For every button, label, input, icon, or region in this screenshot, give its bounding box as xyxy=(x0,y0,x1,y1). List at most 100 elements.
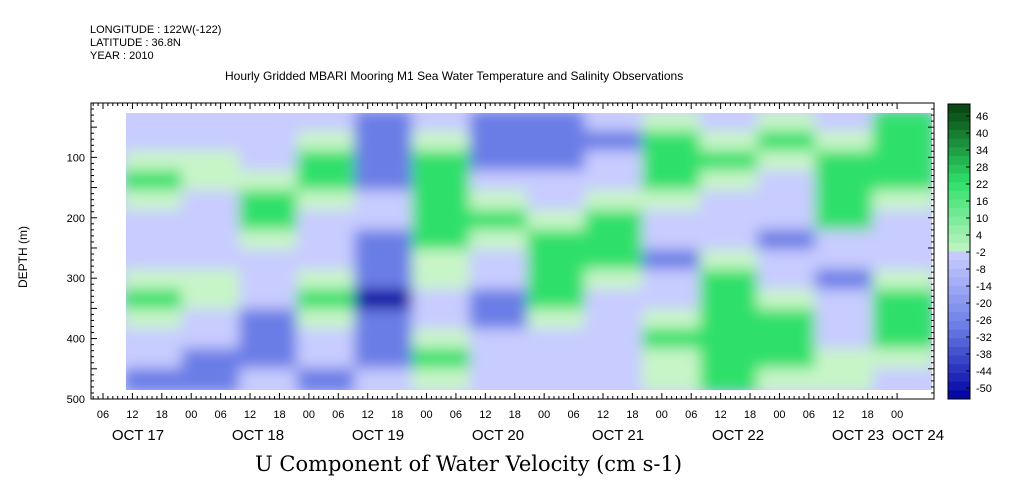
x-axis-label: U Component of Water Velocity (cm s-1) xyxy=(255,452,683,476)
field-cell xyxy=(814,130,877,155)
chart-title: Hourly Gridded MBARI Mooring M1 Sea Wate… xyxy=(225,69,684,83)
field-cell xyxy=(814,249,877,274)
field-cell xyxy=(126,308,186,333)
field-cell xyxy=(181,170,244,195)
field-cell xyxy=(757,190,819,214)
field-cell xyxy=(527,368,589,390)
field-cell xyxy=(527,308,589,333)
field-cell xyxy=(872,269,932,294)
field-cell xyxy=(872,289,932,313)
field-cell xyxy=(354,368,416,390)
x-hour-label: 00 xyxy=(656,409,668,421)
field-cell xyxy=(757,170,819,195)
x-hour-label: 12 xyxy=(362,409,374,421)
field-cell xyxy=(642,150,704,175)
field-cell xyxy=(181,150,244,175)
colorbar-swatch xyxy=(948,268,970,279)
colorbar-label: 16 xyxy=(976,196,988,208)
colorbar-swatch xyxy=(948,286,970,296)
field-cell xyxy=(699,348,762,373)
field-cell xyxy=(239,308,301,333)
x-hour-label: 06 xyxy=(450,409,462,421)
field-cell xyxy=(469,150,531,175)
field-cell xyxy=(411,170,474,195)
colorbar-label: 10 xyxy=(976,213,988,225)
colorbar-label: -2 xyxy=(976,247,986,259)
y-tick-label: 400 xyxy=(67,334,85,346)
field-cell xyxy=(642,190,704,214)
colorbar-swatch xyxy=(948,294,970,305)
field-cell xyxy=(872,130,932,155)
field-cell xyxy=(527,113,589,135)
field-cell xyxy=(469,113,531,135)
field-cell xyxy=(527,150,589,175)
colorbar-swatch xyxy=(948,173,970,183)
field-cell xyxy=(584,130,647,155)
field-cell xyxy=(296,249,359,274)
x-hour-label: 00 xyxy=(185,409,197,421)
x-hour-label: 00 xyxy=(420,409,432,421)
field-cell xyxy=(872,190,932,214)
field-cell xyxy=(642,308,704,333)
colorbar-label: -44 xyxy=(976,366,992,378)
colorbar-swatch xyxy=(948,138,970,148)
x-hour-label: 06 xyxy=(803,409,815,421)
field-cell xyxy=(699,130,762,155)
field-cell xyxy=(296,229,359,254)
x-day-label: OCT 20 xyxy=(472,427,524,444)
field-cell xyxy=(296,348,359,373)
y-tick-label: 200 xyxy=(67,213,85,225)
colorbar-label: 34 xyxy=(976,145,988,157)
field-cell xyxy=(699,308,762,333)
field-cell xyxy=(699,249,762,274)
x-day-label: OCT 24 xyxy=(892,427,944,444)
field-cell xyxy=(814,209,877,234)
field-cell xyxy=(872,308,932,333)
x-hour-label: 00 xyxy=(303,409,315,421)
field-cell xyxy=(126,269,186,294)
field-cell xyxy=(411,113,474,135)
colorbar-swatch xyxy=(948,216,970,226)
field-cell xyxy=(296,328,359,353)
field-cell xyxy=(814,328,877,353)
field-cell xyxy=(469,308,531,333)
colorbar-swatch xyxy=(948,225,970,235)
field-cell xyxy=(239,130,301,155)
field-cell xyxy=(181,308,244,333)
field-cells xyxy=(126,113,932,390)
field-cell xyxy=(411,269,474,294)
field-cell xyxy=(699,209,762,234)
field-cell xyxy=(584,113,647,135)
x-hour-label: 18 xyxy=(744,409,756,421)
colorbar-swatch xyxy=(948,104,970,114)
longitude-label: LONGITUDE : 122W(-122) xyxy=(90,24,222,36)
field-cell xyxy=(296,308,359,333)
field-cell xyxy=(126,150,186,175)
colorbar-swatch xyxy=(948,390,970,400)
colorbar-label: 28 xyxy=(976,162,988,174)
field-cell xyxy=(181,289,244,313)
field-cell xyxy=(527,328,589,353)
field-cell xyxy=(699,368,762,390)
colorbar-label: 4 xyxy=(976,230,982,242)
field-cell xyxy=(699,289,762,313)
field-cell xyxy=(296,269,359,294)
year-label: YEAR : 2010 xyxy=(90,50,154,62)
x-hour-label: 06 xyxy=(332,409,344,421)
field-cell xyxy=(527,269,589,294)
field-cell xyxy=(699,328,762,353)
field-cell xyxy=(469,229,531,254)
colorbar-label: 46 xyxy=(976,111,988,123)
field-cell xyxy=(527,130,589,155)
field-cell xyxy=(411,368,474,390)
field-cell xyxy=(757,289,819,313)
field-cell xyxy=(642,113,704,135)
x-hour-label: 12 xyxy=(244,409,256,421)
x-hour-label: 18 xyxy=(273,409,285,421)
field-cell xyxy=(296,170,359,195)
field-cell xyxy=(757,209,819,234)
field-cell xyxy=(757,130,819,155)
colorbar-label: -14 xyxy=(976,281,992,293)
field-cell xyxy=(296,289,359,313)
x-hour-label: 06 xyxy=(97,409,109,421)
